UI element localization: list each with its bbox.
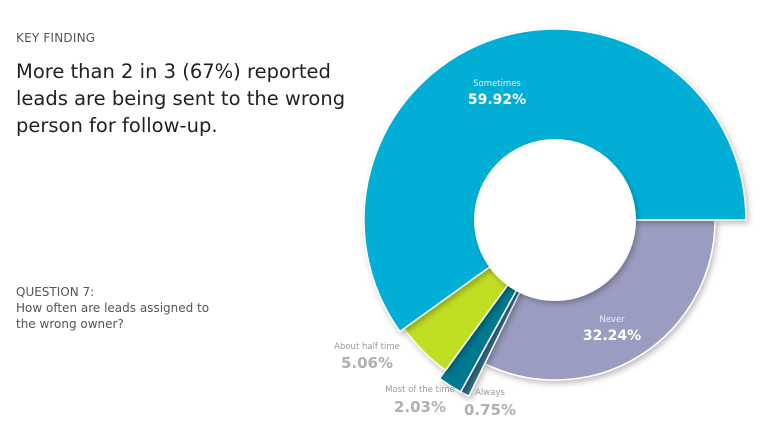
question-text: How often are leads assigned to the wron… (16, 301, 210, 331)
chart-slices (363, 28, 747, 398)
slice-value-never: 32.24% (583, 328, 641, 344)
slice-value-about-half-time: 5.06% (340, 354, 394, 372)
slice-label-sometimes: Sometimes (473, 79, 521, 89)
headline: More than 2 in 3 (67%) reported leads ar… (16, 60, 346, 137)
donut-hole (474, 139, 636, 301)
slice-label-most-of-the-time: Most of the time (385, 385, 455, 395)
slice-label-always: Always (475, 388, 505, 398)
key-finding-label: KEY FINDING (16, 31, 96, 45)
slice-value-sometimes: 59.92% (468, 92, 526, 108)
slice-value-always: 0.75% (463, 401, 517, 419)
slice-label-about-half-time: About half time (334, 342, 400, 352)
question-number: QUESTION 7: (16, 285, 95, 299)
slice-label-never: Never (599, 315, 625, 325)
slice-value-most-of-the-time: 2.03% (393, 398, 447, 416)
